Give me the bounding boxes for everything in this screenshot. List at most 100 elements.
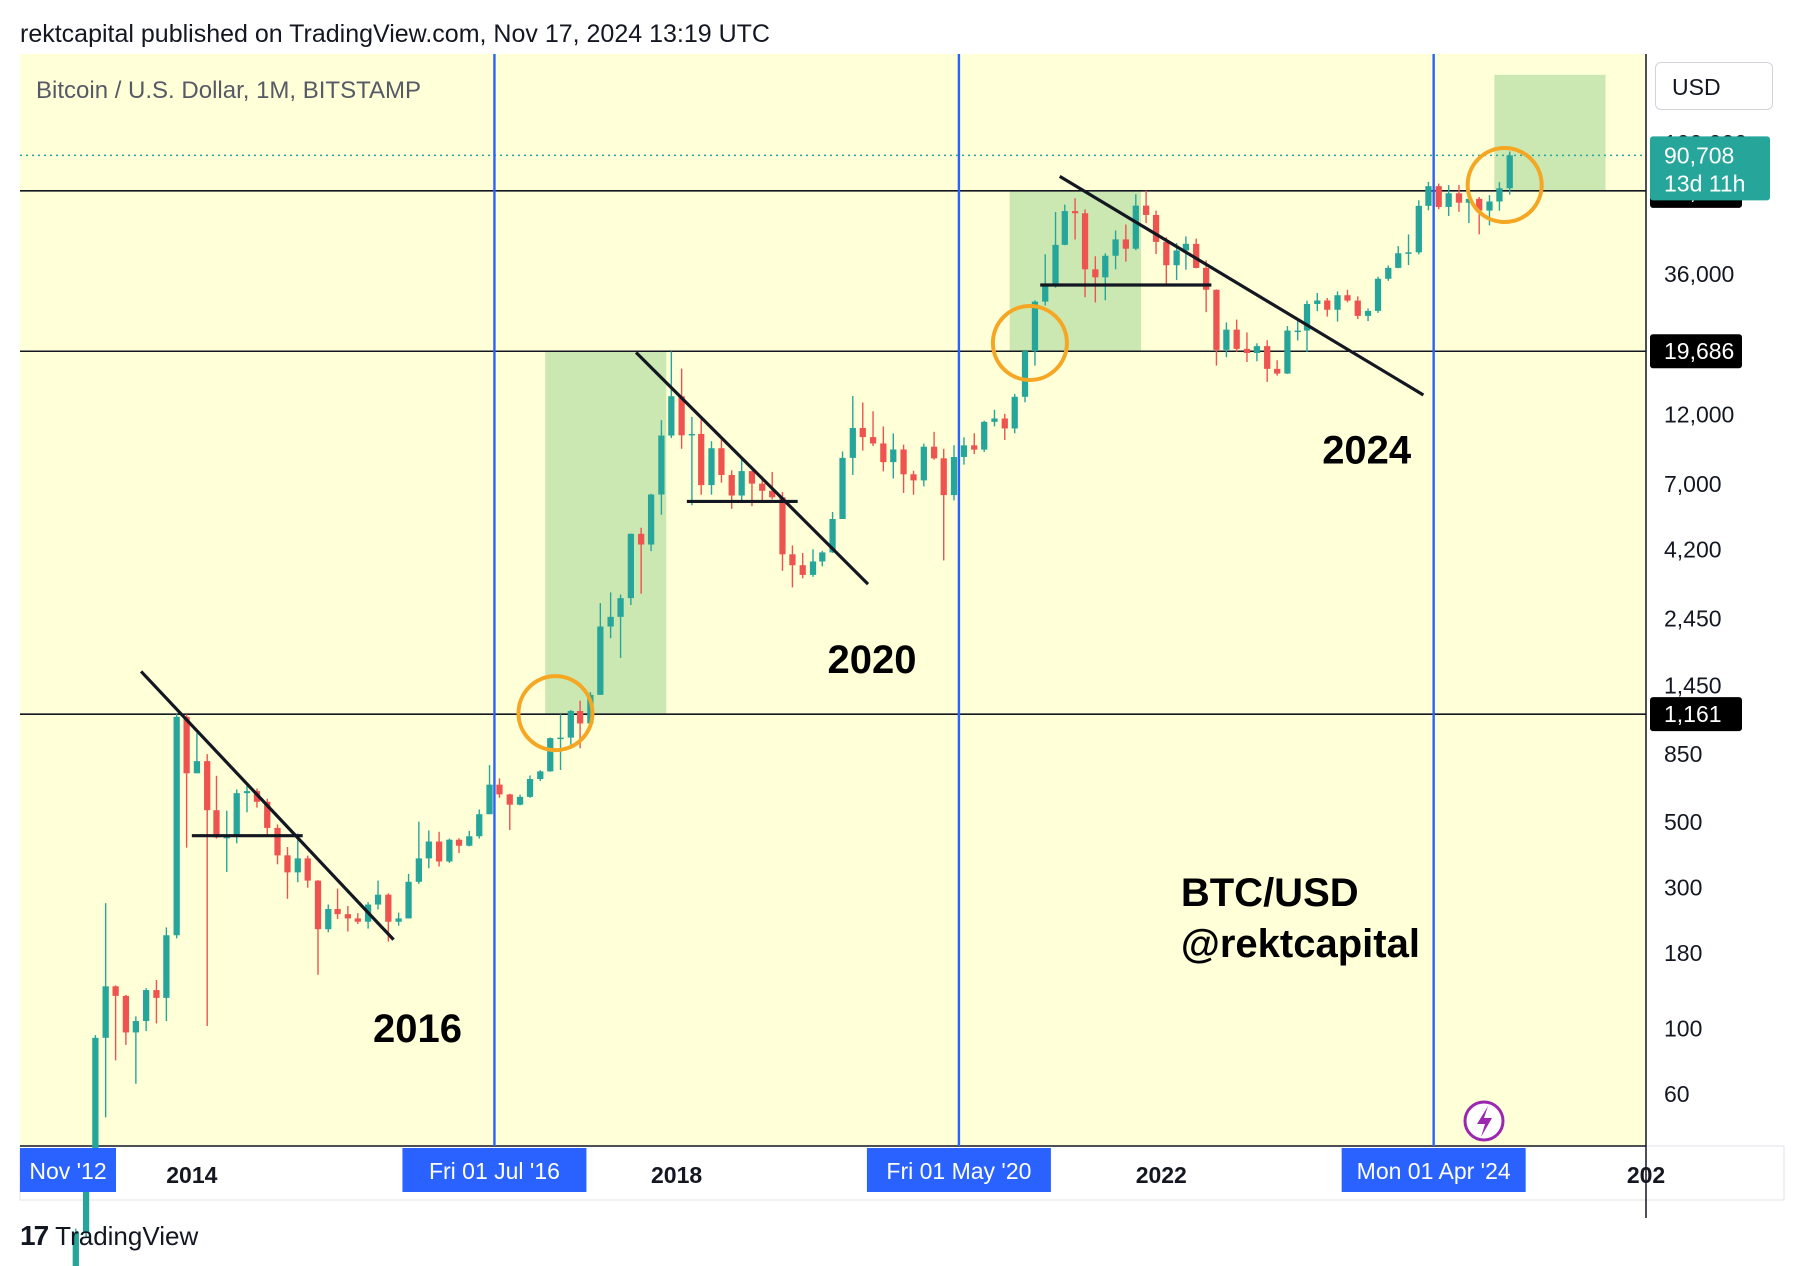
candle-body	[1112, 239, 1119, 256]
trendline-3	[1058, 175, 1425, 397]
candle-body	[1284, 330, 1291, 374]
candle-body	[334, 909, 341, 915]
candle-body	[819, 552, 826, 562]
x-marker-1[interactable]: Nov '12	[20, 1148, 116, 1192]
candle	[1071, 198, 1079, 240]
candle	[102, 903, 109, 1118]
candle-body	[1314, 300, 1321, 304]
candle-body	[597, 626, 604, 695]
candle-body	[1182, 243, 1190, 251]
y-tick-label: 300	[1664, 875, 1702, 901]
candle	[708, 441, 715, 495]
x-marker-box	[866, 1148, 1051, 1192]
candle	[789, 545, 796, 588]
candle	[809, 549, 817, 577]
candle-body	[204, 761, 211, 811]
candle	[1152, 210, 1160, 255]
y-tick-label: 2,450	[1664, 605, 1722, 631]
candle-body	[1122, 239, 1129, 249]
candle-body	[415, 858, 422, 882]
candle-body	[1405, 252, 1412, 254]
candle-body	[476, 814, 483, 837]
x-tick-label: 202	[1627, 1162, 1665, 1188]
candle	[496, 778, 503, 798]
candle-body	[1435, 186, 1442, 207]
candle-body	[688, 433, 696, 436]
currency-button[interactable]: USD	[1655, 62, 1773, 110]
candle	[163, 927, 170, 1022]
candle	[638, 527, 645, 594]
candle	[132, 1016, 139, 1084]
candle	[698, 417, 705, 495]
annotation-4: BTC/USD	[1181, 871, 1359, 915]
candle	[1112, 230, 1119, 270]
candle-body	[1385, 267, 1392, 279]
candle	[243, 782, 251, 813]
candle	[153, 980, 160, 1024]
candle	[1142, 190, 1150, 224]
price-level-badge	[1650, 334, 1742, 369]
candle	[213, 775, 220, 839]
candle-body	[395, 918, 402, 922]
candle-body	[880, 443, 887, 463]
candle-body	[849, 427, 856, 458]
candle-body	[284, 855, 291, 873]
candle-body	[304, 858, 311, 881]
current-price-countdown: 13d 11h	[1664, 170, 1745, 196]
candle	[1223, 322, 1230, 358]
candle	[455, 838, 463, 854]
current-price-badge	[1650, 136, 1770, 201]
candle-body	[425, 841, 432, 859]
candle-body	[1486, 201, 1493, 211]
candle	[1233, 319, 1240, 352]
candle-body	[516, 796, 524, 805]
candle-body	[183, 716, 190, 774]
candle	[72, 1228, 79, 1266]
candle	[1102, 253, 1109, 301]
candle	[274, 824, 281, 865]
candle-body	[950, 456, 958, 496]
candle	[1374, 276, 1382, 313]
highlight-zone-3	[1494, 74, 1606, 191]
candle	[920, 443, 927, 487]
x-marker-4[interactable]: Mon 01 Apr '24	[1341, 1148, 1526, 1192]
footer: 17 TradingView	[20, 1220, 198, 1252]
candle-body	[910, 474, 917, 481]
candle	[415, 821, 422, 884]
candle	[395, 912, 402, 926]
candle	[617, 594, 624, 658]
candle-body	[122, 995, 130, 1033]
candle	[466, 830, 473, 847]
candle	[1496, 182, 1503, 211]
candle	[668, 351, 675, 439]
candle-body	[314, 880, 322, 930]
x-marker-2[interactable]: Fri 01 Jul '16	[402, 1148, 587, 1192]
breakout-circle-1	[516, 674, 595, 753]
x-marker-3[interactable]: Fri 01 May '20	[866, 1148, 1051, 1192]
candle-body	[163, 935, 170, 998]
candle	[1253, 343, 1261, 362]
candle-body	[1465, 198, 1473, 203]
candle	[1344, 289, 1351, 303]
candle-body	[658, 435, 665, 495]
candle-body	[567, 711, 574, 738]
candle-body	[1324, 300, 1331, 310]
candle	[486, 765, 493, 815]
candle-body	[496, 784, 503, 795]
candle-body	[102, 986, 109, 1038]
candle-body	[779, 497, 786, 555]
candle-body	[173, 716, 180, 936]
candle	[1021, 349, 1029, 403]
candle-body	[1081, 213, 1089, 270]
candle-body	[1364, 310, 1372, 316]
x-marker-label: Fri 01 May '20	[886, 1158, 1031, 1184]
candle	[1243, 332, 1251, 363]
candle	[1274, 360, 1281, 376]
candle	[425, 830, 432, 869]
candle	[1385, 265, 1392, 281]
candle-body	[325, 909, 332, 930]
candle	[314, 880, 322, 975]
candle-body	[1213, 289, 1220, 350]
lightning-icon[interactable]	[1463, 1100, 1505, 1142]
